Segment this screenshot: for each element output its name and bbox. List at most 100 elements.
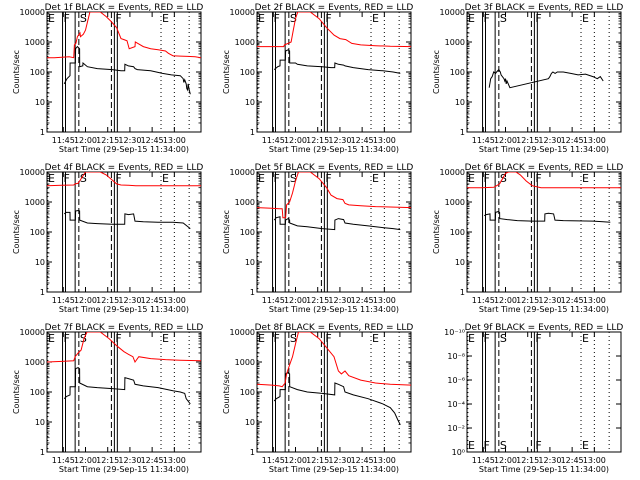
events-series-line — [273, 49, 401, 74]
event-letter: F — [64, 12, 70, 25]
panel-title: Det 6f BLACK = Events, RED = LLD — [465, 163, 624, 173]
event-letter: E — [582, 332, 589, 345]
x-tick-label: 13:00 — [373, 456, 396, 465]
lld-series-line — [257, 332, 411, 388]
x-tick-label: 11:45 — [52, 136, 75, 145]
x-axis-label: Start Time (29-Sep-15 11:34:00) — [59, 305, 189, 314]
events-series-line — [273, 371, 401, 426]
x-tick-label: 11:45 — [262, 456, 285, 465]
detector-panel: 1 10 100 1000 10000 11:45 12:00 12:15 12:30 12:45… — [12, 3, 203, 154]
x-tick-label: 12:15 — [516, 456, 539, 465]
event-letter: F — [484, 172, 490, 185]
event-letter: F — [535, 12, 541, 25]
x-tick-label: 12:45 — [351, 296, 374, 305]
event-letter: F — [535, 439, 541, 452]
detector-panel: 1 10 100 1000 10000 11:45 12:00 12:15 12:30 12:45… — [222, 323, 413, 474]
x-tick-label: 13:00 — [163, 296, 186, 305]
y-tick-label: 10000 — [230, 168, 255, 177]
y-axis-label: Counts/sec — [432, 50, 441, 94]
y-tick-label: 100 — [30, 228, 45, 237]
y-tick-label: 100 — [450, 68, 465, 77]
x-tick-label: 11:45 — [262, 296, 285, 305]
y-axis-label: Counts/sec — [432, 210, 441, 254]
event-letter: S — [290, 332, 297, 345]
x-axis-label: Start Time (29-Sep-15 11:34:00) — [59, 465, 189, 474]
x-tick-label: 11:45 — [472, 456, 495, 465]
x-tick-label: 12:30 — [118, 296, 141, 305]
y-tick-label: 10000 — [440, 168, 465, 177]
event-letter: S — [290, 12, 297, 25]
detector-panel: 1 10 100 1000 10000 11:45 12:00 12:15 12:30 12:45… — [222, 3, 413, 154]
y-tick-label: 10⁻⁸ — [447, 352, 465, 361]
event-letter: F — [325, 332, 331, 345]
x-tick-label: 12:15 — [306, 136, 329, 145]
event-letter: F — [535, 172, 541, 185]
x-axis-label: Start Time (29-Sep-15 11:34:00) — [59, 145, 189, 154]
y-tick-label: 10⁻² — [447, 424, 465, 433]
x-tick-label: 12:45 — [561, 136, 584, 145]
event-letter: E — [48, 332, 55, 345]
x-tick-label: 12:30 — [538, 456, 561, 465]
events-series-line — [63, 45, 191, 95]
x-tick-label: 12:30 — [328, 136, 351, 145]
x-tick-label: 12:15 — [306, 456, 329, 465]
y-tick-label: 1 — [460, 288, 465, 297]
event-letter: E — [48, 172, 55, 185]
event-letter: E — [582, 172, 589, 185]
y-tick-label: 1 — [40, 128, 45, 137]
x-axis-label: Start Time (29-Sep-15 11:34:00) — [269, 465, 399, 474]
y-tick-label: 10000 — [20, 168, 45, 177]
plot-frame — [256, 171, 412, 293]
detector-panel: 1 10 100 1000 10000 11:45 12:00 12:15 12:30 12:45… — [12, 163, 203, 314]
x-tick-label: 12:45 — [561, 456, 584, 465]
x-tick-label: 12:00 — [74, 456, 97, 465]
x-tick-label: 12:15 — [306, 296, 329, 305]
event-letter: S — [290, 172, 297, 185]
y-tick-label: 10⁰ — [452, 448, 465, 457]
y-axis-label: Counts/sec — [12, 370, 21, 414]
y-tick-label: 10 — [245, 418, 255, 427]
x-tick-label: 12:45 — [141, 456, 164, 465]
detector-panel: 1 10 100 1000 10000 11:45 12:00 12:15 12:30 12:45… — [12, 323, 203, 474]
detector-panel: 1 10 100 1000 10000 11:45 12:00 12:15 12:30 12:45… — [432, 3, 623, 154]
event-letter: E — [468, 12, 475, 25]
x-tick-label: 11:45 — [472, 296, 495, 305]
event-letter: F — [274, 12, 280, 25]
y-tick-label: 1000 — [25, 38, 45, 47]
y-tick-label: 1 — [250, 128, 255, 137]
x-tick-label: 12:00 — [284, 456, 307, 465]
x-tick-label: 11:45 — [262, 136, 285, 145]
y-tick-label: 10 — [455, 98, 465, 107]
x-tick-label: 12:00 — [494, 136, 517, 145]
y-tick-label: 10 — [35, 98, 45, 107]
panel-title: Det 7f BLACK = Events, RED = LLD — [45, 323, 204, 333]
x-tick-label: 13:00 — [163, 456, 186, 465]
event-letter: F — [274, 172, 280, 185]
y-tick-label: 1000 — [235, 358, 255, 367]
panel-title: Det 4f BLACK = Events, RED = LLD — [45, 163, 204, 173]
event-letter: E — [258, 172, 265, 185]
x-tick-label: 12:00 — [74, 296, 97, 305]
y-tick-label: 10000 — [20, 328, 45, 337]
plot-frame — [256, 11, 412, 133]
event-letter: E — [258, 332, 265, 345]
y-tick-label: 100 — [240, 68, 255, 77]
lld-series-line — [47, 172, 201, 187]
lld-series-line — [467, 172, 621, 189]
y-tick-label: 10⁻⁶ — [447, 376, 465, 385]
x-tick-label: 12:45 — [351, 136, 374, 145]
y-tick-label: 1000 — [25, 358, 45, 367]
x-tick-label: 12:15 — [96, 296, 119, 305]
y-tick-label: 10000 — [230, 8, 255, 17]
x-tick-label: 12:45 — [351, 456, 374, 465]
plot-frame — [466, 331, 622, 453]
event-letter: E — [372, 332, 379, 345]
y-tick-label: 10000 — [230, 328, 255, 337]
x-tick-label: 12:30 — [118, 136, 141, 145]
y-tick-label: 10 — [455, 258, 465, 267]
event-letter: E — [372, 172, 379, 185]
y-tick-label: 100 — [450, 228, 465, 237]
event-letter: E — [162, 12, 169, 25]
x-tick-label: 12:15 — [516, 136, 539, 145]
